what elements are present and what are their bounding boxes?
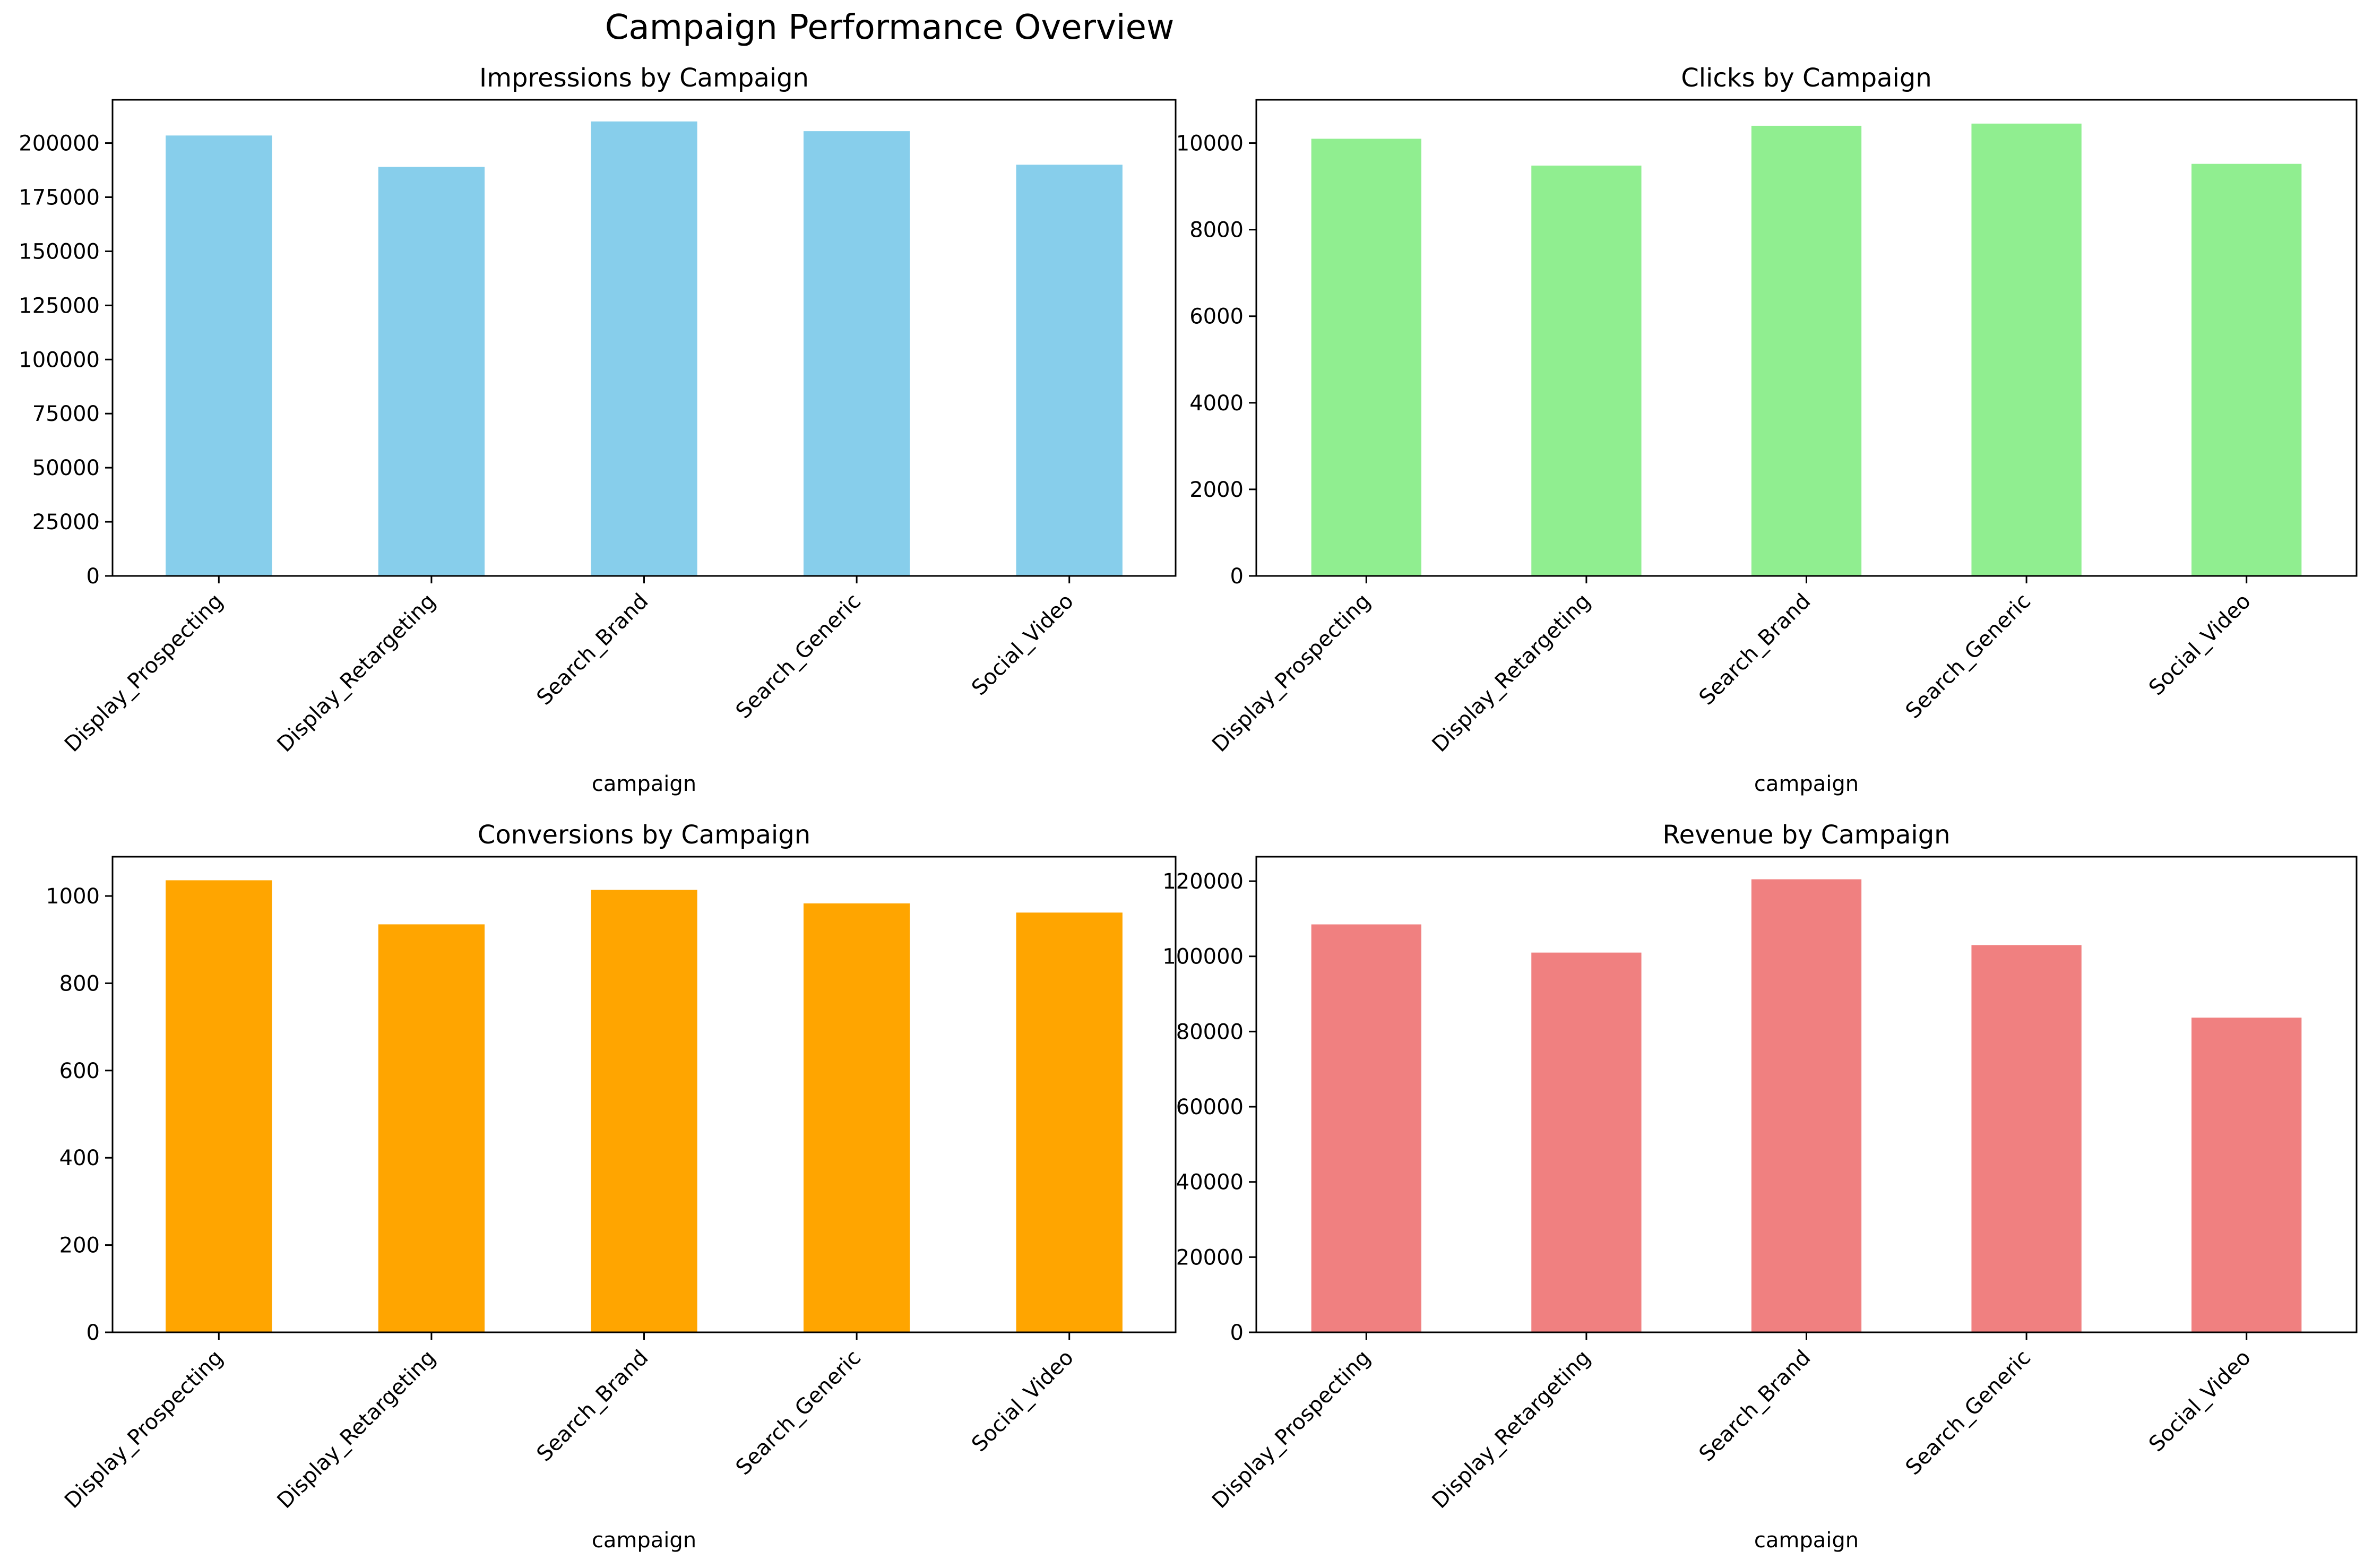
y-tick-label: 100000	[19, 348, 100, 372]
y-tick-label: 6000	[1189, 305, 1244, 329]
y-tick-label: 200	[59, 1234, 100, 1258]
bar-social-video	[1016, 165, 1123, 576]
bar-social-video	[2191, 163, 2302, 576]
y-tick-label: 20000	[1176, 1245, 1244, 1270]
y-tick-label: 175000	[19, 185, 100, 210]
y-tick-label: 0	[87, 564, 100, 589]
y-tick-label: 600	[59, 1059, 100, 1083]
figure-title: Campaign Performance Overview	[605, 8, 1175, 47]
y-tick-label: 1000	[46, 884, 100, 909]
bar-display-retargeting	[1531, 952, 1642, 1332]
bar-search-generic	[803, 903, 910, 1332]
bar-display-retargeting	[1531, 165, 1642, 576]
y-tick-label: 40000	[1176, 1170, 1244, 1195]
chart-title: Impressions by Campaign	[479, 63, 809, 93]
bar-search-brand	[591, 890, 697, 1332]
y-tick-label: 100000	[1162, 945, 1244, 969]
bar-social-video	[1016, 912, 1123, 1332]
x-axis-label: campaign	[1754, 772, 1859, 796]
chart-title: Revenue by Campaign	[1662, 820, 1950, 850]
y-tick-label: 60000	[1176, 1095, 1244, 1119]
bar-display-retargeting	[378, 924, 485, 1332]
bar-search-generic	[803, 131, 910, 576]
y-tick-label: 120000	[1162, 869, 1244, 894]
bar-display-prospecting	[166, 880, 272, 1332]
bar-social-video	[2191, 1018, 2302, 1332]
y-tick-label: 2000	[1189, 478, 1244, 502]
chart-panel-2: Conversions by Campaign 0 200 400 600 800 1000…	[46, 820, 1177, 1553]
y-tick-label: 4000	[1189, 391, 1244, 416]
y-tick-label: 125000	[19, 294, 100, 318]
bar-search-generic	[1971, 945, 2082, 1332]
y-tick-label: 10000	[1176, 132, 1244, 156]
x-axis-label: campaign	[592, 772, 696, 796]
bar-display-prospecting	[1311, 924, 1421, 1332]
bar-display-prospecting	[166, 135, 272, 576]
bar-search-generic	[1971, 123, 2082, 576]
bar-display-prospecting	[1311, 139, 1421, 576]
x-axis-label: campaign	[1754, 1528, 1859, 1553]
y-tick-label: 0	[87, 1321, 100, 1345]
y-tick-label: 800	[59, 971, 100, 996]
chart-title: Clicks by Campaign	[1681, 63, 1932, 93]
y-tick-label: 0	[1230, 564, 1244, 589]
y-tick-label: 150000	[19, 239, 100, 264]
y-tick-label: 80000	[1176, 1020, 1244, 1044]
x-axis-label: campaign	[592, 1528, 696, 1553]
chart-panel-0: Impressions by Campaign 0 25000 50000 75000 1…	[19, 63, 1177, 796]
y-tick-label: 75000	[32, 402, 100, 426]
bar-display-retargeting	[378, 167, 485, 576]
y-tick-label: 400	[59, 1146, 100, 1170]
bar-search-brand	[591, 121, 697, 576]
y-tick-label: 200000	[19, 132, 100, 156]
y-tick-label: 25000	[32, 510, 100, 535]
chart-title: Conversions by Campaign	[478, 820, 810, 850]
bar-search-brand	[1751, 125, 1862, 576]
bar-search-brand	[1751, 879, 1862, 1332]
y-tick-label: 8000	[1189, 218, 1244, 243]
y-tick-label: 0	[1230, 1321, 1244, 1345]
y-tick-label: 50000	[32, 456, 100, 480]
